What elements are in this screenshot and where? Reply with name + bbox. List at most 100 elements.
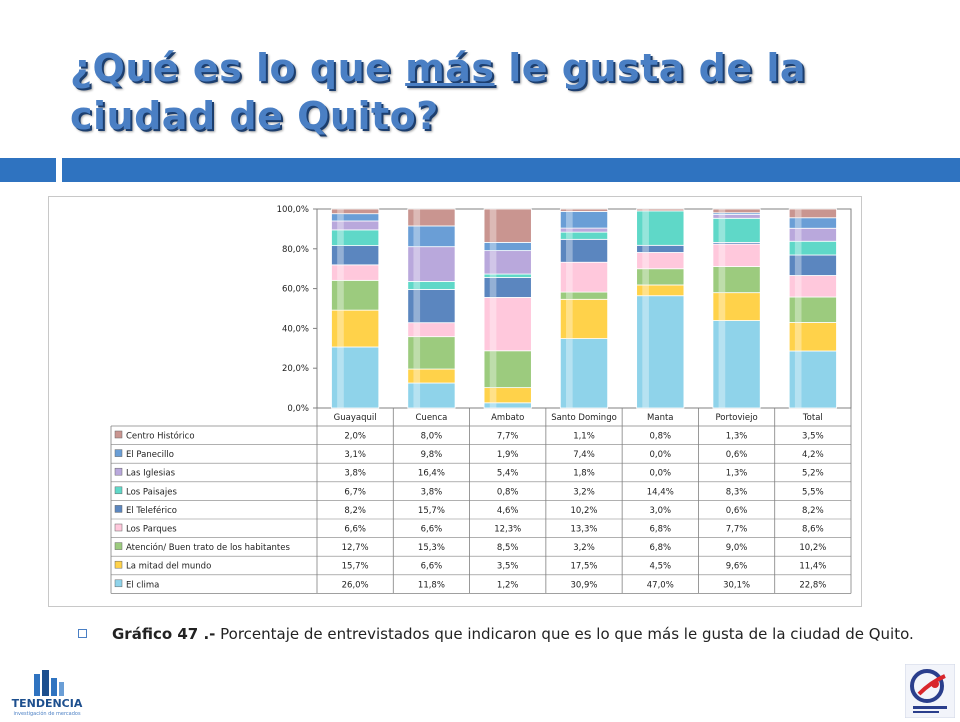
quito-turismo-icon <box>904 663 956 719</box>
tendencia-logo: TENDENCIA investigación de mercados <box>4 668 90 718</box>
data-label: 13,3% <box>570 525 597 535</box>
bar-segment <box>559 208 609 212</box>
y-tick-label: 0,0% <box>287 404 309 414</box>
data-label: 0,0% <box>649 450 671 460</box>
building-logo-icon: TENDENCIA investigación de mercados <box>12 670 83 717</box>
bar-segment-highlight <box>337 310 344 347</box>
data-label: 3,5% <box>497 562 519 572</box>
data-label: 3,8% <box>344 469 366 479</box>
data-label: 5,4% <box>497 469 519 479</box>
bar-segment-highlight <box>642 285 649 296</box>
data-label: 0,8% <box>649 432 671 442</box>
bar-segment-highlight <box>413 281 421 289</box>
bar-segment-highlight <box>566 232 573 239</box>
data-label: 16,4% <box>418 469 445 479</box>
bar-segment <box>559 261 609 293</box>
data-label: 30,1% <box>723 580 750 590</box>
bar-segment-highlight <box>566 299 573 339</box>
legend-swatch <box>114 542 123 550</box>
legend-swatch <box>114 560 123 569</box>
bar-segment <box>407 246 456 282</box>
bar-segment-highlight <box>642 296 649 408</box>
bar-segment-highlight <box>718 244 726 267</box>
bar-segment-highlight <box>413 369 421 383</box>
data-label: 15,7% <box>342 562 369 572</box>
legend-label: La mitad del mundo <box>126 562 211 572</box>
header-accent-bar-small <box>0 158 56 182</box>
data-label: 11,8% <box>418 580 445 590</box>
bar-segment-highlight <box>413 323 421 337</box>
data-label: 8,5% <box>497 543 519 553</box>
bar-segment <box>636 210 685 246</box>
data-label: 1,3% <box>726 432 748 442</box>
bar-segment-highlight <box>566 209 573 211</box>
bar-segment <box>407 336 456 370</box>
bar-segment-highlight <box>489 209 497 242</box>
bar-segment-highlight <box>337 230 344 246</box>
bar-segment-highlight <box>489 388 497 403</box>
category-label: Guayaquil <box>334 413 377 423</box>
legend-label: Atención/ Buen trato de los habitantes <box>126 542 290 553</box>
bar-segment-highlight <box>566 292 573 299</box>
header-accent-bar <box>62 158 960 182</box>
bar-segment-highlight <box>489 274 497 278</box>
data-label: 4,2% <box>802 450 824 460</box>
data-label: 15,3% <box>418 543 445 553</box>
data-label: 9,6% <box>726 562 748 572</box>
data-label: 7,7% <box>497 432 519 442</box>
bar-segment-highlight <box>489 242 497 251</box>
legend-swatch <box>114 579 123 588</box>
bar-segment-highlight <box>642 211 649 245</box>
y-tick-label: 80,0% <box>282 245 309 255</box>
data-label: 3,1% <box>344 450 366 460</box>
data-label: 17,5% <box>570 562 597 572</box>
bar-segment-highlight <box>413 383 421 408</box>
bar-segment <box>407 382 456 409</box>
data-label: 3,0% <box>649 506 671 516</box>
bar-segment <box>483 350 532 389</box>
logo-subtitle: investigación de mercados <box>13 710 81 717</box>
data-label: 9,0% <box>726 543 748 553</box>
data-label: 5,2% <box>802 469 824 479</box>
data-label: 15,7% <box>418 506 445 516</box>
bar-segment <box>407 208 456 227</box>
bar-segment-highlight <box>413 209 421 226</box>
bar-segment-highlight <box>566 211 573 228</box>
bar-segment-highlight <box>337 214 344 221</box>
data-label: 7,7% <box>726 525 748 535</box>
legend-label: Centro Histórico <box>126 431 195 442</box>
bar-segment-highlight <box>337 246 344 265</box>
data-label: 8,6% <box>802 525 824 535</box>
bar-segment-highlight <box>337 347 344 408</box>
y-tick-label: 60,0% <box>282 285 309 295</box>
bar-segment <box>636 295 685 409</box>
bar-segment-highlight <box>413 289 421 323</box>
bar-segment <box>788 208 837 219</box>
slide-title: ¿Qué es lo que más le gusta de la ciudad… <box>70 44 930 140</box>
legend-swatch <box>114 505 123 513</box>
data-label: 4,5% <box>649 562 671 572</box>
bar-segment-highlight <box>566 339 573 408</box>
data-label: 30,9% <box>570 580 597 590</box>
bar-segment <box>636 208 685 212</box>
bar-segment-highlight <box>794 297 802 322</box>
bar-segment-highlight <box>337 221 344 230</box>
data-label: 47,0% <box>647 580 674 590</box>
bar-segment-highlight <box>794 228 802 241</box>
data-label: 0,6% <box>726 450 748 460</box>
legend-swatch <box>114 523 123 532</box>
bar-segment-highlight <box>718 267 726 293</box>
legend-label: El clima <box>126 580 159 590</box>
bar-segment-highlight <box>566 239 573 262</box>
data-label: 22,8% <box>799 580 826 590</box>
bar-segment <box>483 208 532 243</box>
stacked-bar-chart: 0,0% 20,0% 40,0% 60,0% 80,0% 100,0% Guayaquil C… <box>110 205 852 594</box>
bar-segment <box>407 289 456 324</box>
bar-segment <box>712 266 761 294</box>
data-label: 7,4% <box>573 450 595 460</box>
data-label: 8,3% <box>726 487 748 497</box>
bar-segment-highlight <box>794 351 802 408</box>
data-label: 9,8% <box>421 450 443 460</box>
data-label: 6,8% <box>649 525 671 535</box>
bar-segment-highlight <box>337 209 344 214</box>
